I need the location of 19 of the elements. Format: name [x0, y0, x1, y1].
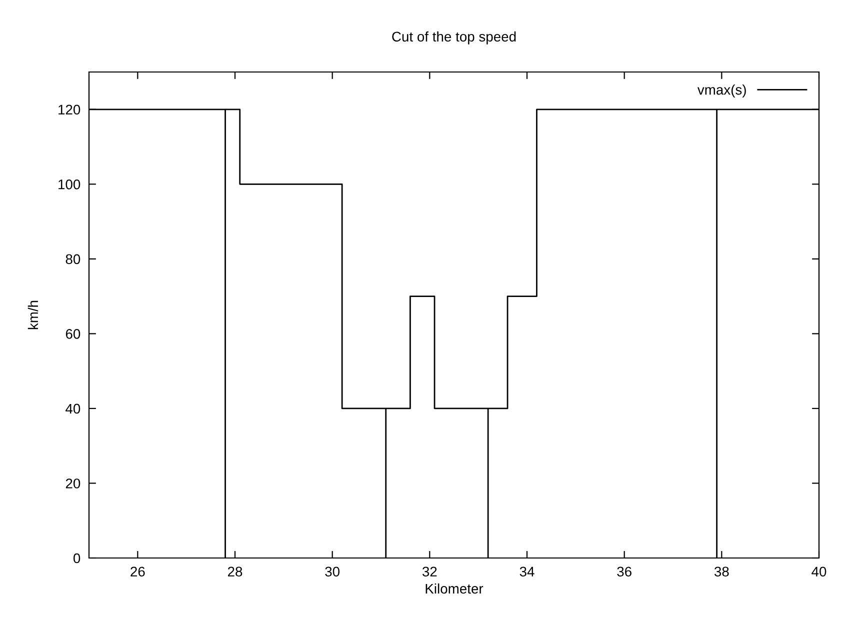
y-tick-label: 80 [66, 254, 80, 264]
x-tick-label: 30 [325, 566, 340, 577]
y-tick-label: 100 [58, 179, 80, 190]
x-tick-label: 36 [617, 566, 632, 577]
y-tick-label: 60 [66, 329, 80, 339]
y-tick-label: 20 [66, 478, 80, 488]
y-tick-label: 120 [58, 104, 80, 115]
y-tick-label: 40 [66, 404, 80, 414]
x-tick-label: 26 [130, 566, 145, 577]
x-tick-label: 38 [714, 566, 729, 577]
legend-label: vmax(s) [697, 84, 746, 98]
x-tick-label: 32 [422, 566, 437, 577]
y-tick-label: 0 [73, 553, 80, 564]
x-tick-label: 40 [812, 566, 826, 577]
x-tick-label: 28 [228, 566, 242, 577]
x-axis-title: Kilometer [426, 583, 484, 594]
y-axis-title: km/h [28, 300, 38, 330]
x-tick-label: 34 [520, 566, 534, 577]
chart-title: Cut of the top speed [392, 31, 516, 44]
